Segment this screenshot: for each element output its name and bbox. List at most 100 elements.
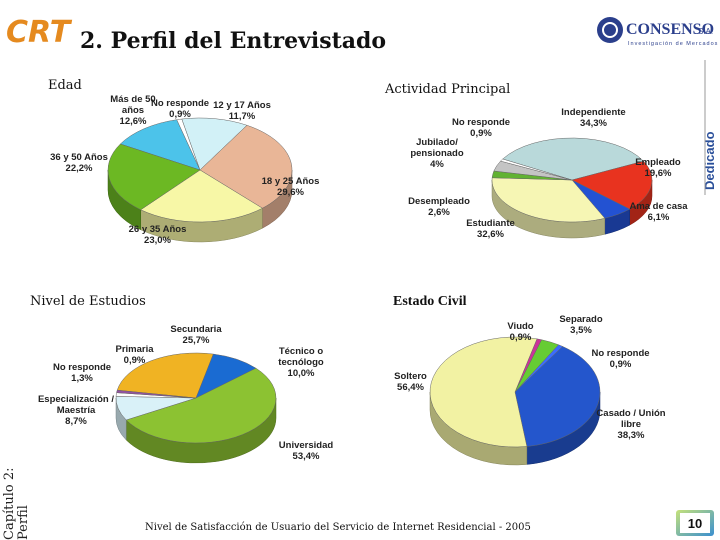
pie-label: Ama de casa 6,1% bbox=[626, 201, 691, 223]
category-label: 12 y 17 Años bbox=[213, 100, 271, 111]
pie-label: No responde 1,3% bbox=[52, 362, 112, 384]
value-label: 11,7% bbox=[228, 111, 256, 122]
category-label: No responde bbox=[52, 362, 112, 373]
pie-label: No responde 0,9% bbox=[150, 98, 210, 120]
page-number: 10 bbox=[688, 516, 702, 531]
value-label: 0,9% bbox=[169, 109, 191, 120]
pie-label: 36 y 50 Años 22,2% bbox=[48, 152, 110, 174]
category-label: Separado bbox=[559, 314, 603, 325]
pie-label: Jubilado/ pensionado 4% bbox=[402, 137, 472, 170]
side-label: Dedicado bbox=[702, 131, 717, 190]
chart-title: Estado Civil bbox=[393, 294, 467, 309]
pie-label: Especialización / Maestría 8,7% bbox=[36, 394, 116, 427]
pie-label: Estudiante 32,6% bbox=[458, 218, 523, 240]
brand-tagline: Investigación de Mercados bbox=[628, 41, 718, 47]
brand: CONSENSO bbox=[626, 21, 714, 38]
pie-slice bbox=[199, 125, 293, 209]
pie-slice bbox=[491, 177, 606, 223]
category-label: Ama de casa bbox=[629, 201, 688, 212]
pie-slice bbox=[107, 143, 201, 211]
category-label: Viudo bbox=[507, 321, 534, 332]
chart-title: Nivel de Estudios bbox=[30, 294, 146, 309]
pie-slice bbox=[181, 117, 248, 171]
category-label: Especialización / Maestría bbox=[37, 394, 115, 416]
value-label: 6,1% bbox=[647, 212, 670, 223]
pie-slice bbox=[140, 169, 263, 223]
category-label: Soltero bbox=[394, 371, 427, 382]
pie-label: Viudo 0,9% bbox=[498, 321, 543, 343]
chart-title: Actividad Principal bbox=[385, 82, 511, 97]
pie-label: Soltero 56,4% bbox=[388, 371, 433, 393]
value-label: 0,9% bbox=[470, 128, 492, 139]
value-label: 0,9% bbox=[123, 355, 146, 366]
category-label: Universidad bbox=[278, 440, 334, 451]
pie-slice bbox=[119, 119, 201, 171]
value-label: 23,0% bbox=[144, 235, 171, 246]
value-label: 12,6% bbox=[119, 116, 147, 127]
value-label: 22,2% bbox=[65, 163, 93, 174]
category-label: Independiente bbox=[561, 107, 626, 118]
pie-label: Separado 3,5% bbox=[556, 314, 606, 336]
pie-label: Más de 50 años 12,6% bbox=[108, 94, 158, 127]
pie-slice bbox=[571, 160, 653, 210]
category-label: Secundaria bbox=[170, 324, 222, 335]
category-label: Estudiante bbox=[466, 218, 515, 229]
pie-label: Primaria 0,9% bbox=[112, 344, 157, 366]
logo: CRT bbox=[6, 15, 73, 50]
brand-icon bbox=[597, 17, 623, 43]
footer: Nivel de Satisfacción de Usuario del Ser… bbox=[145, 522, 531, 533]
pie-slice bbox=[429, 336, 538, 448]
category-label: No responde bbox=[591, 348, 650, 359]
pie-label: Universidad 53,4% bbox=[276, 440, 336, 462]
brand-icon-ring bbox=[602, 22, 618, 38]
value-label: 1,3% bbox=[71, 373, 93, 384]
pie-label: Desempleado 2,6% bbox=[404, 196, 474, 218]
pie-label: Independiente 34,3% bbox=[556, 107, 631, 129]
pie-label: 18 y 25 Años 29,6% bbox=[258, 176, 323, 198]
category-label: Más de 50 años bbox=[110, 94, 156, 116]
category-label: Casado / Unión libre bbox=[596, 408, 666, 430]
value-label: 0,9% bbox=[609, 359, 632, 370]
category-label: 26 y 35 Años bbox=[128, 224, 187, 235]
category-label: Desempleado bbox=[408, 196, 470, 207]
chapter-label: Capítulo 2: bbox=[2, 467, 17, 540]
pie-slice bbox=[500, 158, 573, 181]
category-label: 18 y 25 Años bbox=[261, 176, 320, 187]
category-label: Jubilado/ pensionado bbox=[410, 137, 464, 159]
category-label: 36 y 50 Años bbox=[50, 152, 108, 163]
value-label: 19,6% bbox=[644, 168, 672, 179]
pie-label: Secundaria 25,7% bbox=[166, 324, 226, 346]
category-label: No responde bbox=[150, 98, 210, 109]
brand-suffix: S.A. bbox=[698, 27, 713, 36]
value-label: 0,9% bbox=[509, 332, 532, 343]
value-label: 32,6% bbox=[477, 229, 504, 240]
pie-label: No responde 0,9% bbox=[588, 348, 653, 370]
pie-label: 12 y 17 Años 11,7% bbox=[212, 100, 272, 122]
pie-label: Técnico o tecnólogo 10,0% bbox=[276, 346, 326, 379]
value-label: 34,3% bbox=[580, 118, 607, 129]
value-label: 56,4% bbox=[397, 382, 424, 393]
chapter-label: Perfil bbox=[16, 505, 31, 540]
pie-label: 26 y 35 Años 23,0% bbox=[125, 224, 190, 246]
pie-label: Casado / Unión libre 38,3% bbox=[596, 408, 666, 441]
category-label: Empleado bbox=[635, 157, 681, 168]
value-label: 4% bbox=[430, 159, 444, 170]
pie-slice bbox=[125, 367, 277, 444]
value-label: 25,7% bbox=[182, 335, 210, 346]
page-box-inner bbox=[680, 513, 710, 533]
value-label: 29,6% bbox=[277, 187, 304, 198]
value-label: 10,0% bbox=[287, 368, 315, 379]
value-label: 8,7% bbox=[65, 416, 87, 427]
category-label: Técnico o tecnólogo bbox=[278, 346, 324, 368]
value-label: 38,3% bbox=[617, 430, 645, 441]
value-label: 53,4% bbox=[292, 451, 320, 462]
value-label: 2,6% bbox=[428, 207, 450, 218]
chart-title: Edad bbox=[48, 78, 82, 93]
pie-slice bbox=[514, 346, 601, 447]
pie-slice bbox=[116, 389, 197, 399]
pie-slice bbox=[116, 352, 214, 399]
pie-label: Empleado 19,6% bbox=[628, 157, 688, 179]
category-label: No responde bbox=[451, 117, 511, 128]
